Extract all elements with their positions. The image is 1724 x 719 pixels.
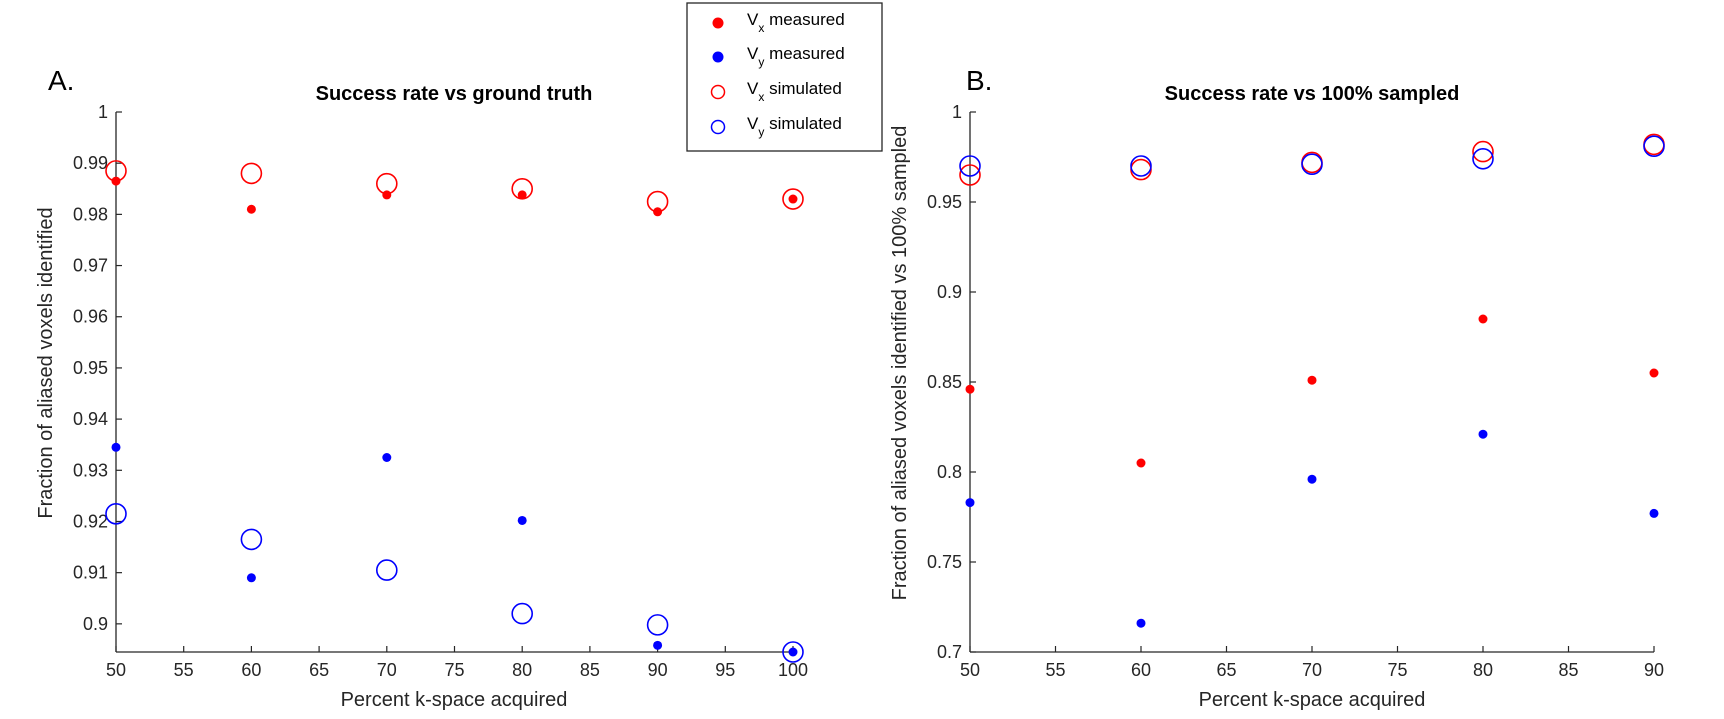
- panel-b-ytick-label: 0.95: [927, 192, 962, 212]
- panel-b-xtick-label: 90: [1644, 660, 1664, 680]
- panel-a-xtick-label: 65: [309, 660, 329, 680]
- panel-b-xtick-label: 50: [960, 660, 980, 680]
- panel-a-point-vx-measured: [788, 194, 798, 204]
- legend-label-vx-measured: Vx measured: [747, 10, 845, 35]
- panel-a-title: Success rate vs ground truth: [316, 83, 593, 105]
- panel-b-xtick-label: 85: [1558, 660, 1578, 680]
- panel-b-point-vx-measured: [1307, 375, 1317, 385]
- panel-b-xtick-label: 70: [1302, 660, 1322, 680]
- panel-a-point-vy-measured: [246, 573, 256, 583]
- panel-a-xtick-label: 70: [377, 660, 397, 680]
- panel-a-ytick-label: 0.91: [73, 563, 108, 583]
- panel-b-ytick-label: 1: [952, 102, 962, 122]
- panel-b-point-vy-measured: [1649, 508, 1659, 518]
- panel-a: A. Success rate vs ground truth Percent …: [35, 65, 808, 711]
- panel-a-ytick-label: 0.96: [73, 307, 108, 327]
- panel-b: B. Success rate vs 100% sampled Percent …: [889, 65, 1665, 711]
- panel-a-point-vy-simulated: [646, 614, 669, 636]
- panel-a-xtick-label: 80: [512, 660, 532, 680]
- panel-b-point-vy-measured: [1478, 429, 1488, 439]
- panel-a-point-vy-simulated: [240, 528, 263, 551]
- panel-a-xlabel: Percent k-space acquired: [341, 689, 568, 711]
- panel-a-xtick-label: 85: [580, 660, 600, 680]
- panel-a-xtick-label: 75: [444, 660, 464, 680]
- panel-b-point-vx-measured: [1649, 368, 1659, 378]
- panel-a-point-vy-measured: [788, 647, 798, 657]
- panel-b-point-vy-measured: [1136, 618, 1146, 628]
- panel-b-point-vy-simulated: [1643, 135, 1665, 157]
- panel-b-point-vy-measured: [965, 498, 975, 508]
- panel-a-point-vx-simulated: [375, 172, 398, 195]
- panel-b-point-vx-measured: [1478, 314, 1488, 324]
- panel-b-ytick-label: 0.85: [927, 372, 962, 392]
- panel-b-xtick-label: 80: [1473, 660, 1493, 680]
- panel-a-point-vx-measured: [382, 190, 392, 200]
- panel-b-xtick-label: 75: [1387, 660, 1407, 680]
- panel-b-ytick-label: 0.8: [937, 462, 962, 482]
- panel-a-point-vx-simulated: [782, 188, 804, 210]
- panel-b-ytick-label: 0.7: [937, 642, 962, 662]
- panel-a-ytick-label: 0.99: [73, 153, 108, 173]
- panel-a-point-vy-simulated: [375, 559, 398, 581]
- panel-a-point-vx-simulated: [240, 162, 263, 185]
- panel-b-label: B.: [966, 65, 992, 96]
- panel-b-point-vx-measured: [965, 384, 975, 394]
- panel-b-xtick-label: 60: [1131, 660, 1151, 680]
- legend: Vx measured Vy measured Vx simulated Vy sim…: [686, 2, 883, 152]
- panel-b-xlabel: Percent k-space acquired: [1199, 689, 1426, 711]
- legend-label-vy-simulated: Vy simulated: [747, 114, 842, 139]
- panel-a-ytick-label: 0.92: [73, 511, 108, 531]
- panel-b-point-vy-simulated: [1301, 153, 1323, 175]
- panel-a-point-vx-simulated: [511, 177, 534, 200]
- panel-a-ytick-label: 0.97: [73, 256, 108, 276]
- panel-b-ytick-label: 0.75: [927, 552, 962, 572]
- panel-a-point-vy-measured: [382, 452, 392, 462]
- panel-a-point-vy-measured: [653, 640, 663, 650]
- panel-b-point-vx-measured: [1136, 458, 1146, 468]
- legend-label-vx-simulated: Vx simulated: [747, 79, 842, 104]
- panel-b-ylabel: Fraction of aliased voxels identified vs…: [889, 126, 911, 601]
- panel-a-ytick-label: 0.94: [73, 409, 108, 429]
- panel-b-point-vx-simulated: [1301, 151, 1323, 174]
- panel-a-ytick-label: 1: [98, 102, 108, 122]
- panel-b-ytick-label: 0.9: [937, 282, 962, 302]
- panel-a-point-vx-measured: [517, 190, 527, 200]
- panel-a-ytick-label: 0.9: [83, 614, 108, 634]
- panel-b-point-vy-simulated: [1130, 155, 1152, 177]
- panel-b-point-vx-simulated: [1643, 133, 1665, 156]
- panel-a-point-vy-simulated: [105, 503, 127, 525]
- panel-b-point-vy-simulated: [1472, 148, 1494, 170]
- legend-marker-vy-simulated: [710, 119, 726, 135]
- panel-a-point-vy-measured: [111, 442, 121, 452]
- panel-b-title: Success rate vs 100% sampled: [1165, 83, 1460, 105]
- panel-a-ytick-label: 0.98: [73, 204, 108, 224]
- panel-b-point-vx-simulated: [1472, 140, 1494, 163]
- panel-a-point-vx-simulated: [646, 190, 669, 213]
- panel-a-xtick-label: 50: [106, 660, 126, 680]
- legend-marker-vx-measured: [712, 17, 724, 29]
- legend-label-vy-measured: Vy measured: [747, 44, 845, 69]
- panel-a-ytick-label: 0.93: [73, 460, 108, 480]
- panel-b-point-vy-simulated: [959, 155, 981, 177]
- panel-a-point-vy-simulated: [782, 641, 804, 663]
- panel-a-point-vx-measured: [246, 204, 256, 214]
- panel-a-label: A.: [48, 65, 74, 96]
- panel-a-ytick-label: 0.95: [73, 358, 108, 378]
- legend-marker-vx-simulated: [710, 84, 726, 100]
- panel-a-xtick-label: 60: [241, 660, 261, 680]
- panel-b-xtick-label: 55: [1045, 660, 1065, 680]
- panel-a-ylabel: Fraction of aliased voxels identified: [35, 207, 57, 518]
- panel-a-point-vy-measured: [517, 515, 527, 525]
- panel-a-xtick-label: 90: [648, 660, 668, 680]
- panel-b-point-vx-simulated: [959, 164, 981, 186]
- legend-marker-vy-measured: [712, 51, 724, 63]
- panel-b-xtick-label: 65: [1216, 660, 1236, 680]
- panel-a-point-vx-simulated: [105, 160, 127, 182]
- panel-a-point-vy-simulated: [511, 602, 534, 625]
- panel-a-xtick-label: 100: [778, 660, 808, 680]
- panel-a-xtick-label: 95: [715, 660, 735, 680]
- panel-a-xtick-label: 55: [174, 660, 194, 680]
- panel-b-point-vy-measured: [1307, 474, 1317, 484]
